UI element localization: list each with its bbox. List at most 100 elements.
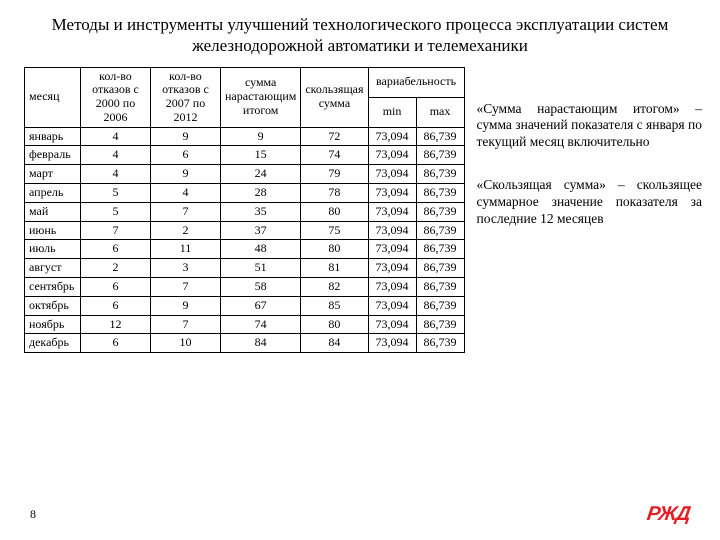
table-cell: 86,739 (416, 165, 464, 184)
table-row: июль611488073,09486,739 (25, 240, 465, 259)
table-cell: февраль (25, 146, 81, 165)
table-cell: 3 (151, 259, 221, 278)
table-cell: 73,094 (368, 278, 416, 297)
table-cell: 81 (301, 259, 368, 278)
table-row: апрель54287873,09486,739 (25, 184, 465, 203)
table-cell: 86,739 (416, 240, 464, 259)
table-row: октябрь69678573,09486,739 (25, 296, 465, 315)
table-row: сентябрь67588273,09486,739 (25, 278, 465, 297)
table-row: август23518173,09486,739 (25, 259, 465, 278)
table-cell: 9 (221, 127, 301, 146)
table-cell: 82 (301, 278, 368, 297)
table-cell: 86,739 (416, 184, 464, 203)
table-cell: 80 (301, 240, 368, 259)
table-cell: 86,739 (416, 202, 464, 221)
table-cell: 4 (81, 127, 151, 146)
table-cell: апрель (25, 184, 81, 203)
table-cell: 74 (301, 146, 368, 165)
page-title: Методы и инструменты улучшений технологи… (0, 0, 720, 67)
table-cell: август (25, 259, 81, 278)
table-row: декабрь610848473,09486,739 (25, 334, 465, 353)
table-row: январь4997273,09486,739 (25, 127, 465, 146)
note-cumulative: «Сумма нарастающим итогом» – сумма значе… (477, 101, 702, 152)
table-cell: 73,094 (368, 184, 416, 203)
th-month: месяц (25, 67, 81, 127)
table-row: ноябрь127748073,09486,739 (25, 315, 465, 334)
table-cell: 73,094 (368, 240, 416, 259)
table-cell: 73,094 (368, 202, 416, 221)
table-cell: 86,739 (416, 334, 464, 353)
table-cell: март (25, 165, 81, 184)
page-number: 8 (30, 507, 36, 522)
table-cell: 6 (81, 240, 151, 259)
note-sliding: «Скользящая сумма» – скользящее суммарно… (477, 177, 702, 228)
th-col-a: кол-во отказов с 2000 по 2006 (81, 67, 151, 127)
table-cell: 85 (301, 296, 368, 315)
table-cell: 86,739 (416, 296, 464, 315)
table-cell: 2 (151, 221, 221, 240)
table-cell: 86,739 (416, 221, 464, 240)
table-cell: октябрь (25, 296, 81, 315)
notes-column: «Сумма нарастающим итогом» – сумма значе… (477, 67, 702, 354)
table-cell: июль (25, 240, 81, 259)
table-cell: 67 (221, 296, 301, 315)
table-row: май57358073,09486,739 (25, 202, 465, 221)
th-min: min (368, 97, 416, 127)
table-cell: 73,094 (368, 296, 416, 315)
table-cell: 6 (81, 296, 151, 315)
table-cell: 2 (81, 259, 151, 278)
table-cell: 73,094 (368, 334, 416, 353)
table-cell: 7 (151, 315, 221, 334)
table-cell: 15 (221, 146, 301, 165)
table-cell: 5 (81, 202, 151, 221)
table-cell: 9 (151, 127, 221, 146)
table-cell: 9 (151, 296, 221, 315)
table-head: месяц кол-во отказов с 2000 по 2006 кол-… (25, 67, 465, 127)
data-table-wrap: месяц кол-во отказов с 2000 по 2006 кол-… (24, 67, 465, 354)
table-cell: 7 (81, 221, 151, 240)
content-row: месяц кол-во отказов с 2000 по 2006 кол-… (0, 67, 720, 354)
table-cell: 51 (221, 259, 301, 278)
table-header-row-1: месяц кол-во отказов с 2000 по 2006 кол-… (25, 67, 465, 97)
table-cell: 79 (301, 165, 368, 184)
table-row: февраль46157473,09486,739 (25, 146, 465, 165)
table-cell: 10 (151, 334, 221, 353)
table-cell: январь (25, 127, 81, 146)
table-cell: 86,739 (416, 127, 464, 146)
rzd-logo: РЖД (646, 503, 692, 526)
table-cell: ноябрь (25, 315, 81, 334)
table-cell: 37 (221, 221, 301, 240)
table-cell: 73,094 (368, 259, 416, 278)
table-cell: 84 (221, 334, 301, 353)
table-cell: 86,739 (416, 146, 464, 165)
table-cell: 48 (221, 240, 301, 259)
table-cell: 78 (301, 184, 368, 203)
table-cell: 73,094 (368, 165, 416, 184)
table-cell: 73,094 (368, 221, 416, 240)
table-row: июнь72377573,09486,739 (25, 221, 465, 240)
th-col-c: сумма нарастающим итогом (221, 67, 301, 127)
table-cell: 4 (151, 184, 221, 203)
table-cell: 6 (81, 334, 151, 353)
table-cell: 11 (151, 240, 221, 259)
table-cell: июнь (25, 221, 81, 240)
table-cell: 73,094 (368, 315, 416, 334)
table-cell: 24 (221, 165, 301, 184)
table-cell: 35 (221, 202, 301, 221)
table-body: январь4997273,09486,739февраль46157473,0… (25, 127, 465, 353)
th-col-d: скользящая сумма (301, 67, 368, 127)
table-cell: декабрь (25, 334, 81, 353)
table-cell: 73,094 (368, 146, 416, 165)
table-cell: 28 (221, 184, 301, 203)
table-cell: 86,739 (416, 259, 464, 278)
table-cell: 5 (81, 184, 151, 203)
table-cell: май (25, 202, 81, 221)
table-cell: 84 (301, 334, 368, 353)
table-cell: 4 (81, 165, 151, 184)
table-cell: 9 (151, 165, 221, 184)
table-cell: 86,739 (416, 278, 464, 297)
table-row: март49247973,09486,739 (25, 165, 465, 184)
table-cell: 75 (301, 221, 368, 240)
table-cell: 80 (301, 202, 368, 221)
table-cell: сентябрь (25, 278, 81, 297)
